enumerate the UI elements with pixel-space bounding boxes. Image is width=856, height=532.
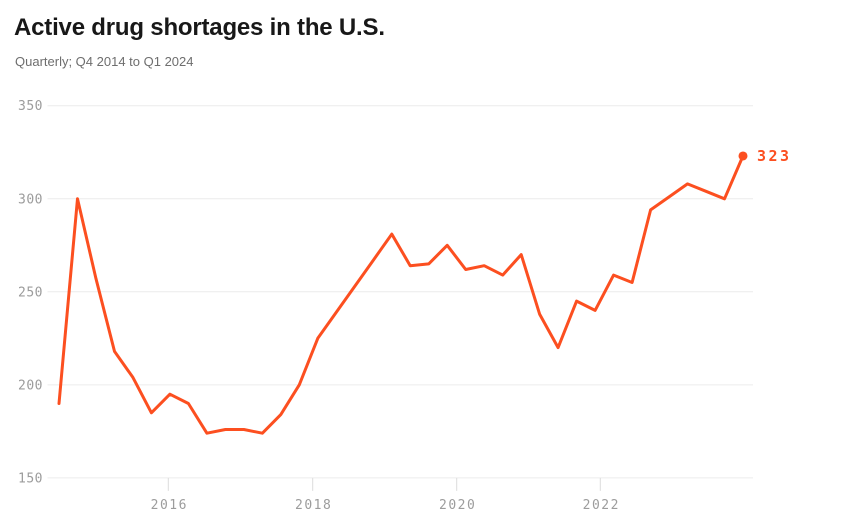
latest-point-marker: [738, 151, 748, 161]
x-axis-label-2016: 2016: [151, 498, 188, 513]
chart-header: Active drug shortages in the U.S. Quarte…: [14, 14, 385, 69]
x-axis-label-2018: 2018: [295, 498, 332, 513]
x-axis-label-2022: 2022: [583, 498, 620, 513]
y-axis-label-150: 150: [18, 471, 43, 486]
y-axis-label-250: 250: [18, 285, 43, 300]
y-axis-label-300: 300: [18, 192, 43, 207]
shortages-series-line: [57, 154, 745, 435]
x-axis-label-2020: 2020: [439, 498, 476, 513]
y-axis-label-350: 350: [18, 99, 43, 114]
chart-subtitle: Quarterly; Q4 2014 to Q1 2024: [15, 54, 194, 69]
y-axis-label-200: 200: [18, 378, 43, 393]
chart-title: Active drug shortages in the U.S.: [14, 14, 385, 41]
latest-value-label: 323: [757, 147, 792, 165]
